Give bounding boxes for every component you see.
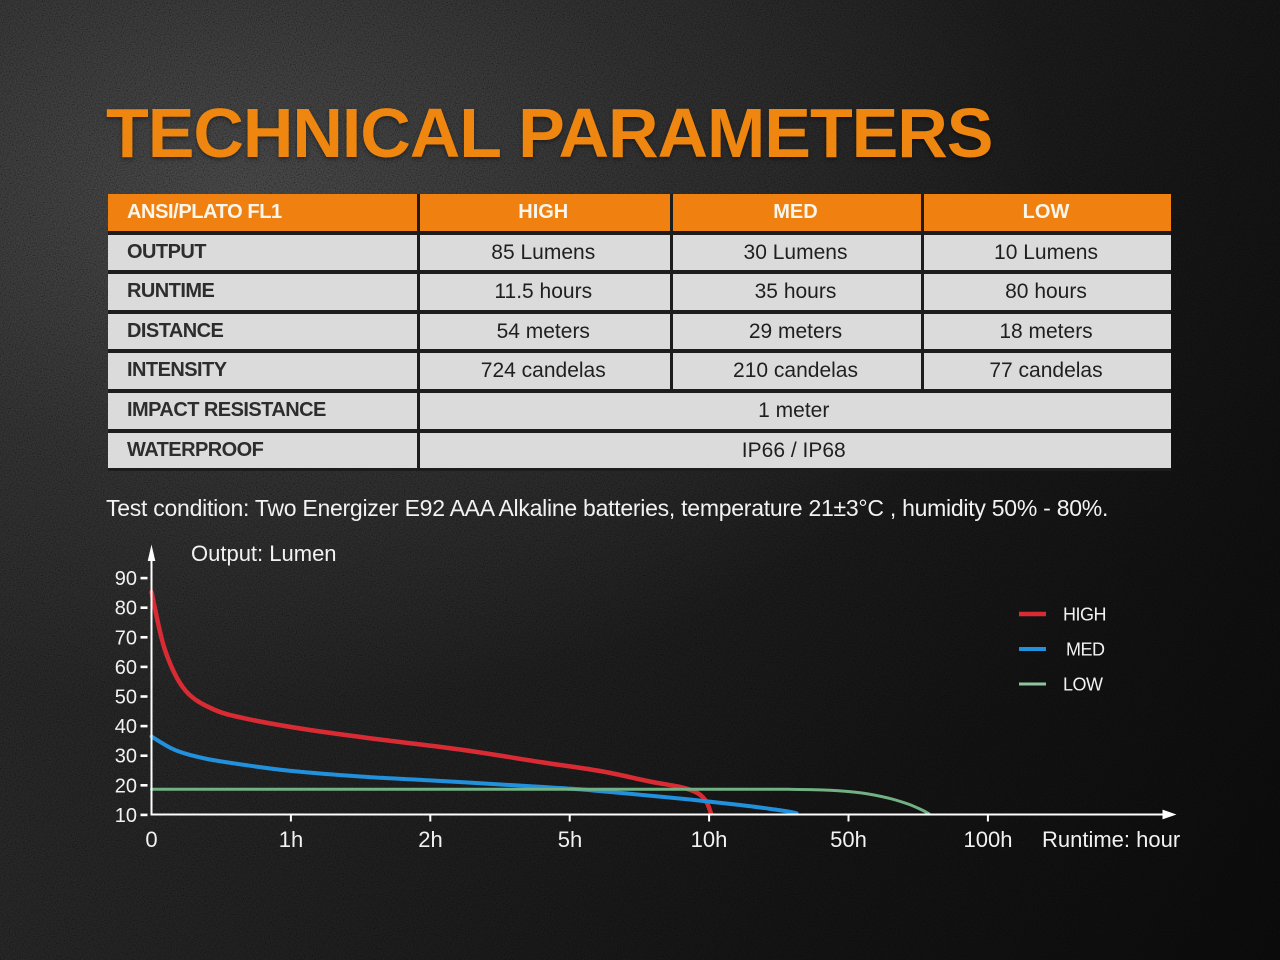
svg-text:Runtime: hour: Runtime: hour <box>1042 827 1180 852</box>
svg-text:100h: 100h <box>964 827 1013 852</box>
svg-text:90: 90 <box>115 568 137 590</box>
svg-text:0: 0 <box>145 827 157 852</box>
svg-text:10h: 10h <box>691 827 728 852</box>
svg-text:LOW: LOW <box>1063 675 1103 695</box>
svg-text:70: 70 <box>115 627 137 649</box>
svg-text:60: 60 <box>115 657 137 679</box>
svg-text:20: 20 <box>115 775 137 797</box>
svg-text:50: 50 <box>115 687 137 709</box>
svg-text:10: 10 <box>115 805 137 827</box>
svg-text:2h: 2h <box>418 827 442 852</box>
svg-text:30: 30 <box>115 746 137 768</box>
svg-text:40: 40 <box>115 716 137 738</box>
svg-text:Output: Lumen: Output: Lumen <box>191 541 337 566</box>
svg-text:80: 80 <box>115 598 137 620</box>
svg-text:5h: 5h <box>558 827 582 852</box>
svg-text:50h: 50h <box>830 827 867 852</box>
svg-text:MED: MED <box>1066 640 1105 660</box>
svg-text:HIGH: HIGH <box>1063 605 1106 625</box>
svg-text:1h: 1h <box>279 827 303 852</box>
